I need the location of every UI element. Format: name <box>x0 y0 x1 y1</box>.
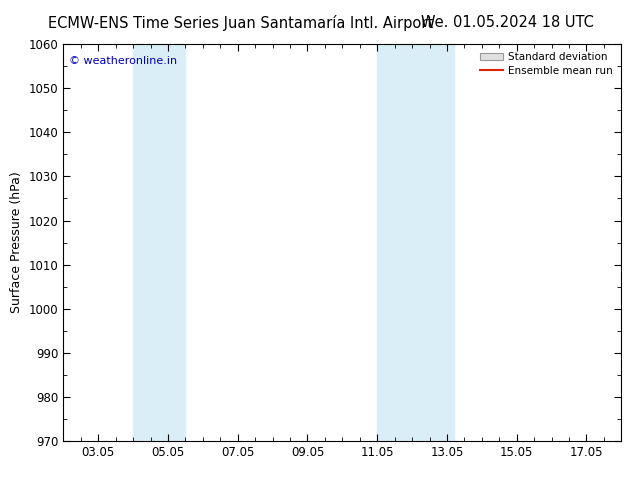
Bar <box>377 44 412 441</box>
Text: © weatheronline.in: © weatheronline.in <box>69 56 177 66</box>
Text: ECMW-ENS Time Series Juan Santamaría Intl. Airport: ECMW-ENS Time Series Juan Santamaría Int… <box>48 15 434 31</box>
Legend: Standard deviation, Ensemble mean run: Standard deviation, Ensemble mean run <box>477 49 616 79</box>
Bar <box>412 44 454 441</box>
Y-axis label: Surface Pressure (hPa): Surface Pressure (hPa) <box>10 172 23 314</box>
Text: We. 01.05.2024 18 UTC: We. 01.05.2024 18 UTC <box>421 15 593 30</box>
Bar <box>133 44 185 441</box>
